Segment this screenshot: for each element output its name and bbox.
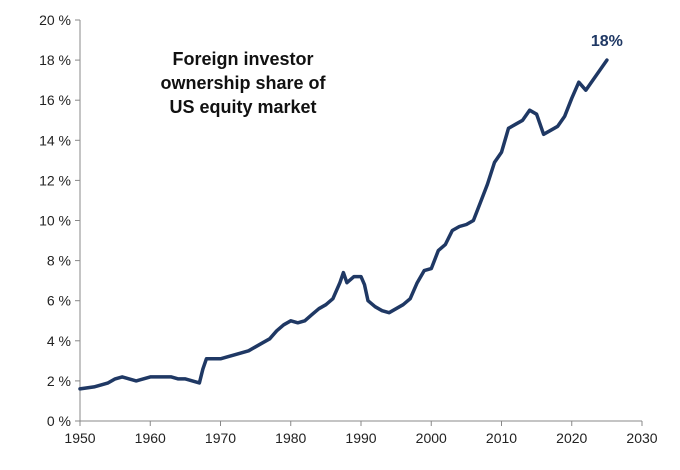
series-line-foreign-ownership <box>78 58 609 391</box>
y-tick-label: 14 % <box>39 132 71 148</box>
x-tick-label: 1960 <box>135 430 166 446</box>
x-tick-label: 1980 <box>275 430 306 446</box>
chart-title-line: Foreign investor <box>172 49 313 69</box>
x-axis-ticks: 1950 1960 1970 1980 1990 2000 2010 2020 2030 <box>64 421 658 446</box>
y-tick-label: 0 % <box>47 413 71 429</box>
end-value-label: 18% <box>591 33 623 50</box>
y-tick-label: 12 % <box>39 172 71 188</box>
y-axis-ticks: 0 % 2 % 4 % 6 % 8 % 10 % 12 % 14 % 16 % 18 % 20 % <box>39 12 80 429</box>
x-tick-label: 1950 <box>64 430 95 446</box>
x-tick-label: 2010 <box>486 430 517 446</box>
chart-title: Foreign investor ownership share of US equ… <box>160 49 326 117</box>
chart-title-line: US equity market <box>169 97 316 117</box>
x-tick-label: 2030 <box>626 430 657 446</box>
x-tick-label: 1990 <box>345 430 376 446</box>
x-tick-label: 2020 <box>556 430 587 446</box>
y-tick-label: 8 % <box>47 253 71 269</box>
y-tick-label: 2 % <box>47 373 71 389</box>
y-tick-label: 4 % <box>47 333 71 349</box>
chart-title-line: ownership share of <box>160 73 326 93</box>
x-tick-label: 2000 <box>416 430 447 446</box>
y-tick-label: 18 % <box>39 52 71 68</box>
y-tick-label: 10 % <box>39 213 71 229</box>
x-tick-label: 1970 <box>205 430 236 446</box>
y-tick-label: 20 % <box>39 12 71 28</box>
y-tick-label: 6 % <box>47 293 71 309</box>
y-tick-label: 16 % <box>39 92 71 108</box>
